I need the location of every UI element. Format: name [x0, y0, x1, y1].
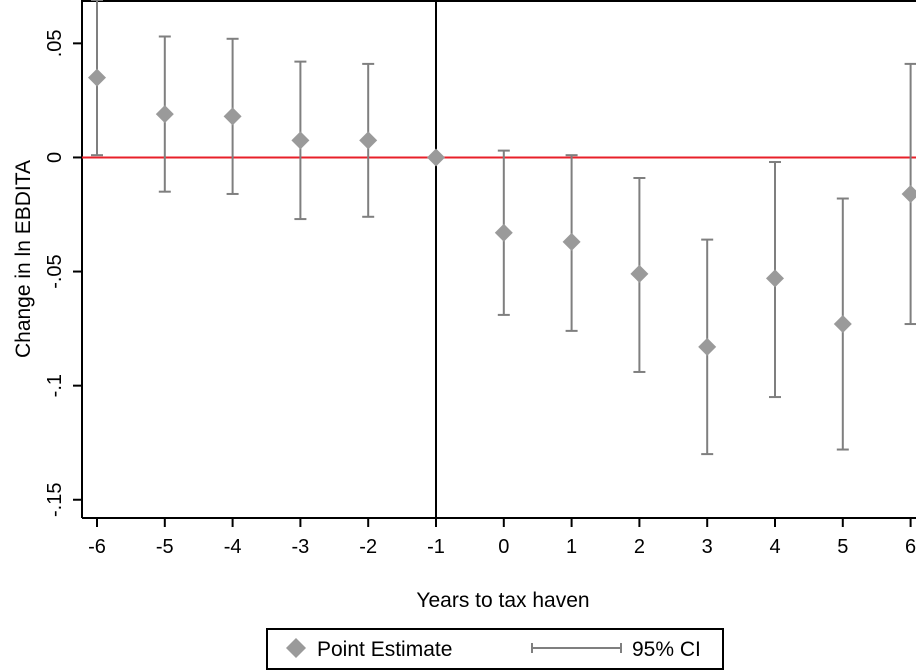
x-axis-ticks: -6 -5 -4 -3 -2 -1 0 1 2 3 4 5 6	[88, 518, 916, 558]
x-tick-label--2: -2	[359, 536, 377, 558]
point-estimate--6	[88, 68, 106, 87]
x-tick-label-2: 2	[634, 536, 645, 558]
x-tick-label-3: 3	[702, 536, 713, 558]
x-tick-label-0: 0	[498, 536, 509, 558]
reference-lines	[82, 0, 916, 518]
y-tick-label-0: 0	[44, 152, 66, 163]
point-estimate--2	[359, 131, 378, 150]
point-estimate--3	[291, 131, 310, 150]
point-estimate-1	[562, 232, 581, 251]
point-estimate--4	[223, 107, 242, 126]
y-axis-ticks: .05 0 -.05 -.1 -.15	[44, 29, 82, 517]
x-tick-label-4: 4	[769, 536, 780, 558]
point-estimate-5	[833, 315, 852, 334]
point-estimate-6	[901, 184, 916, 203]
point-estimate-legend-label: Point Estimate	[317, 638, 452, 661]
x-tick-label--4: -4	[224, 536, 242, 558]
x-axis-title: Years to tax haven	[416, 589, 589, 612]
y-tick-label--.1: -.1	[44, 374, 66, 397]
x-tick-label-5: 5	[837, 536, 848, 558]
point-estimate-4	[766, 269, 784, 288]
y-axis-title: Change in ln EBDITA	[12, 160, 35, 358]
legend-box	[266, 628, 724, 670]
x-tick-label-6: 6	[905, 536, 916, 558]
ci-legend-label: 95% CI	[632, 638, 701, 661]
point-estimate-0	[494, 223, 513, 242]
legend: Point Estimate 95% CI	[266, 628, 724, 670]
point-estimate-series	[88, 68, 916, 356]
point-estimate--5	[155, 105, 174, 124]
point-estimate-3	[698, 337, 717, 356]
x-tick-label--5: -5	[156, 536, 174, 558]
point-estimate--1	[427, 148, 445, 167]
y-tick-label--.05: -.05	[44, 254, 66, 288]
y-tick-label--.15: -.15	[44, 483, 66, 517]
point-estimate-2	[630, 264, 649, 283]
x-tick-label--6: -6	[88, 536, 106, 558]
axes-frame	[81, 0, 916, 519]
y-tick-label-.05: .05	[44, 29, 66, 57]
x-tick-label--3: -3	[292, 536, 310, 558]
point-estimate-legend-marker	[286, 638, 306, 658]
x-tick-label-1: 1	[566, 536, 577, 558]
x-tick-label--1: -1	[427, 536, 445, 558]
